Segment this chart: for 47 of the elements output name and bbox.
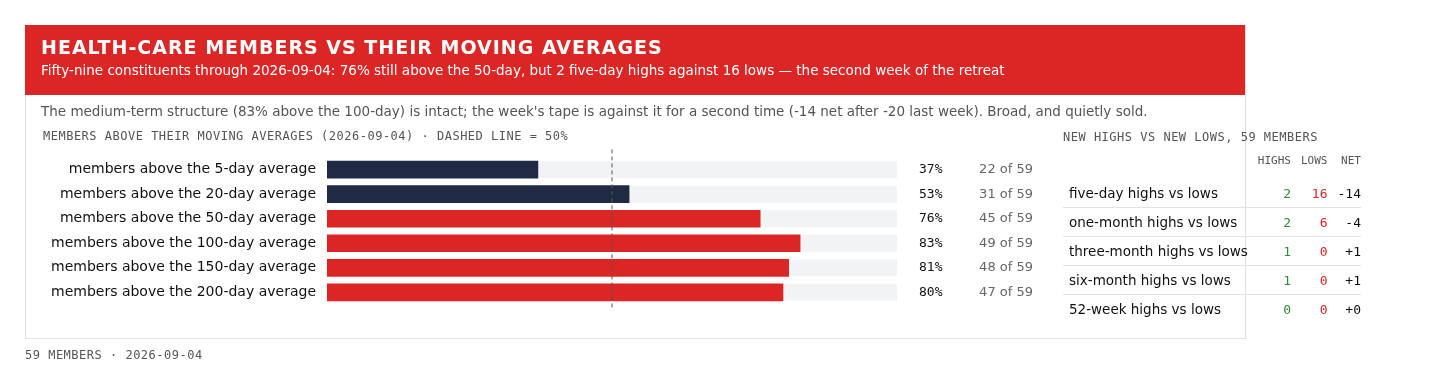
text: 22 of 59 [979, 161, 1033, 177]
data-label: 2 [1282, 184, 1291, 203]
y-tick-label: members above the 20-day average [59, 184, 316, 201]
data-label: 0 [1318, 271, 1328, 290]
text: 48 of 59 [979, 259, 1033, 275]
category-label: six-month highs vs lows [1068, 271, 1232, 290]
data-label: 81% [919, 259, 943, 275]
category-label: five-day highs vs lows [1068, 184, 1219, 203]
text: 49 of 59 [979, 234, 1033, 250]
data-label: -14 [1336, 184, 1361, 203]
text: LOWS [1300, 153, 1328, 169]
data-label: +1 [1344, 271, 1361, 290]
data-label: 0 [1318, 242, 1328, 261]
text: 47 of 59 [979, 283, 1033, 299]
data-label: +0 [1344, 300, 1361, 319]
chart-subtitle: Fifty-nine constituents through 2026-09-04: 76% still above the 50-day, but 2 five-day highs against 16 lows — the second week of the retreat [41, 62, 1006, 78]
text: MEMBERS ABOVE THEIR MOVING AVERAGES (2026-09-04) · DASHED LINE = 50% [43, 129, 569, 143]
data-label: 76% [919, 210, 943, 226]
data-label: +1 [1344, 242, 1361, 261]
data-label: 2 [1282, 213, 1291, 232]
data-label: 16 [1310, 184, 1328, 203]
chart-title: HEALTH-CARE MEMBERS VS THEIR MOVING AVERAGES [41, 36, 664, 58]
data-label: 0 [1282, 300, 1291, 319]
y-tick-label: members above the 100-day average [51, 233, 316, 250]
text: 45 of 59 [979, 210, 1033, 226]
y-tick-label: members above the 5-day average [68, 160, 316, 177]
data-label: 53% [919, 185, 943, 201]
text: HIGHS [1256, 153, 1291, 169]
text: NEW HIGHS VS NEW LOWS, 59 MEMBERS [1063, 130, 1319, 144]
data-label: 0 [1318, 300, 1328, 319]
text: 31 of 59 [979, 185, 1033, 201]
category-label: three-month highs vs lows [1068, 242, 1248, 261]
text: 59 MEMBERS · 2026-09-04 [25, 348, 203, 362]
data-label: 80% [919, 283, 943, 299]
data-label: 6 [1318, 213, 1328, 232]
data-label: 83% [919, 234, 943, 250]
data-label: -4 [1344, 213, 1361, 232]
category-label: one-month highs vs lows [1068, 213, 1239, 232]
text: The medium-term structure (83% above the 100-day) is intact; the week's tape is against it for a second time (-14 net after -20 last week). Broad, and quietly sold. [41, 103, 1148, 119]
category-label: 52-week highs vs lows [1068, 300, 1222, 319]
data-label: 1 [1282, 242, 1291, 261]
data-label: 37% [919, 161, 943, 177]
y-tick-label: members above the 200-day average [51, 282, 316, 299]
text: NET [1340, 153, 1361, 169]
y-tick-label: members above the 50-day average [59, 209, 316, 226]
data-label: 1 [1282, 271, 1291, 290]
y-tick-label: members above the 150-day average [51, 258, 316, 275]
